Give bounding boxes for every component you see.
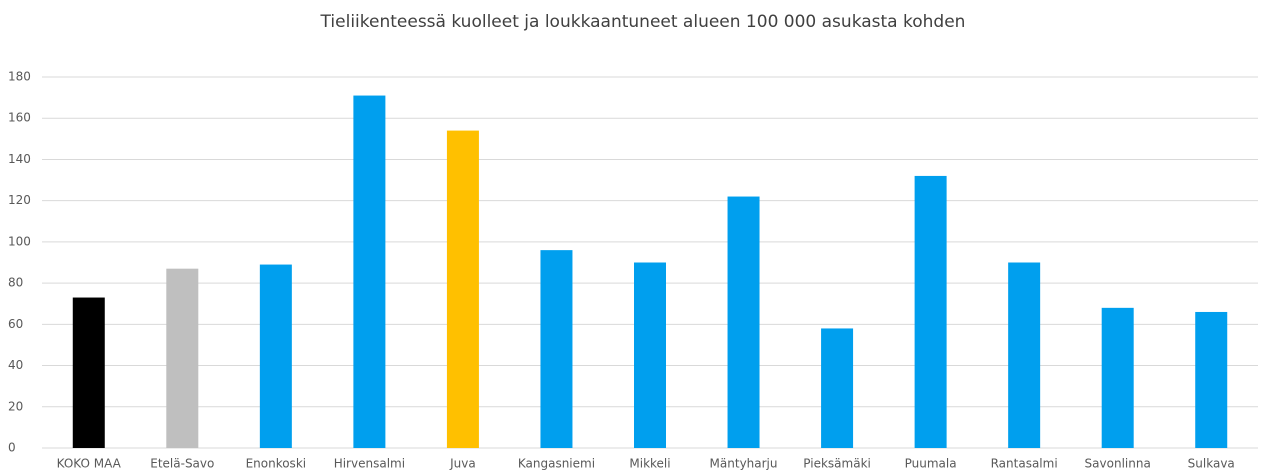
x-tick-label: Enonkoski — [246, 457, 307, 471]
chart-title: Tieliikenteessä kuolleet ja loukkaantune… — [320, 12, 966, 32]
x-tick-label: Mäntyharju — [710, 457, 778, 471]
bar — [914, 175, 947, 448]
x-tick-label: Juva — [449, 457, 476, 471]
y-tick-label: 80 — [8, 276, 23, 290]
x-tick-label: Pieksämäki — [803, 457, 871, 471]
y-tick-label: 60 — [8, 317, 23, 331]
bar — [540, 250, 573, 448]
y-tick-label: 20 — [8, 399, 23, 413]
bar — [72, 297, 105, 448]
x-tick-label: Rantasalmi — [991, 457, 1058, 471]
y-tick-label: 160 — [8, 111, 31, 125]
x-tick-label: Puumala — [905, 457, 957, 471]
x-tick-label: Etelä-Savo — [150, 457, 214, 471]
bar — [1008, 262, 1041, 448]
bar — [353, 95, 386, 449]
bar — [821, 328, 854, 448]
x-tick-label: Sulkava — [1188, 457, 1235, 471]
y-tick-label: 100 — [8, 234, 31, 248]
y-tick-label: 180 — [8, 70, 31, 84]
bar — [259, 264, 292, 448]
bar — [446, 130, 479, 449]
y-tick-label: 140 — [8, 152, 31, 166]
x-tick-label: Kangasniemi — [518, 457, 595, 471]
y-tick-label: 120 — [8, 193, 31, 207]
bar — [1101, 307, 1134, 448]
y-tick-label: 40 — [8, 358, 23, 372]
bar — [634, 262, 666, 448]
x-tick-label: KOKO MAA — [57, 457, 122, 471]
bar — [166, 268, 199, 448]
x-tick-label: Savonlinna — [1085, 457, 1151, 471]
x-tick-label: Mikkeli — [629, 457, 670, 471]
x-tick-label: Hirvensalmi — [334, 457, 405, 471]
y-tick-label: 0 — [8, 441, 16, 455]
bar — [1195, 311, 1228, 448]
bar — [727, 196, 760, 448]
